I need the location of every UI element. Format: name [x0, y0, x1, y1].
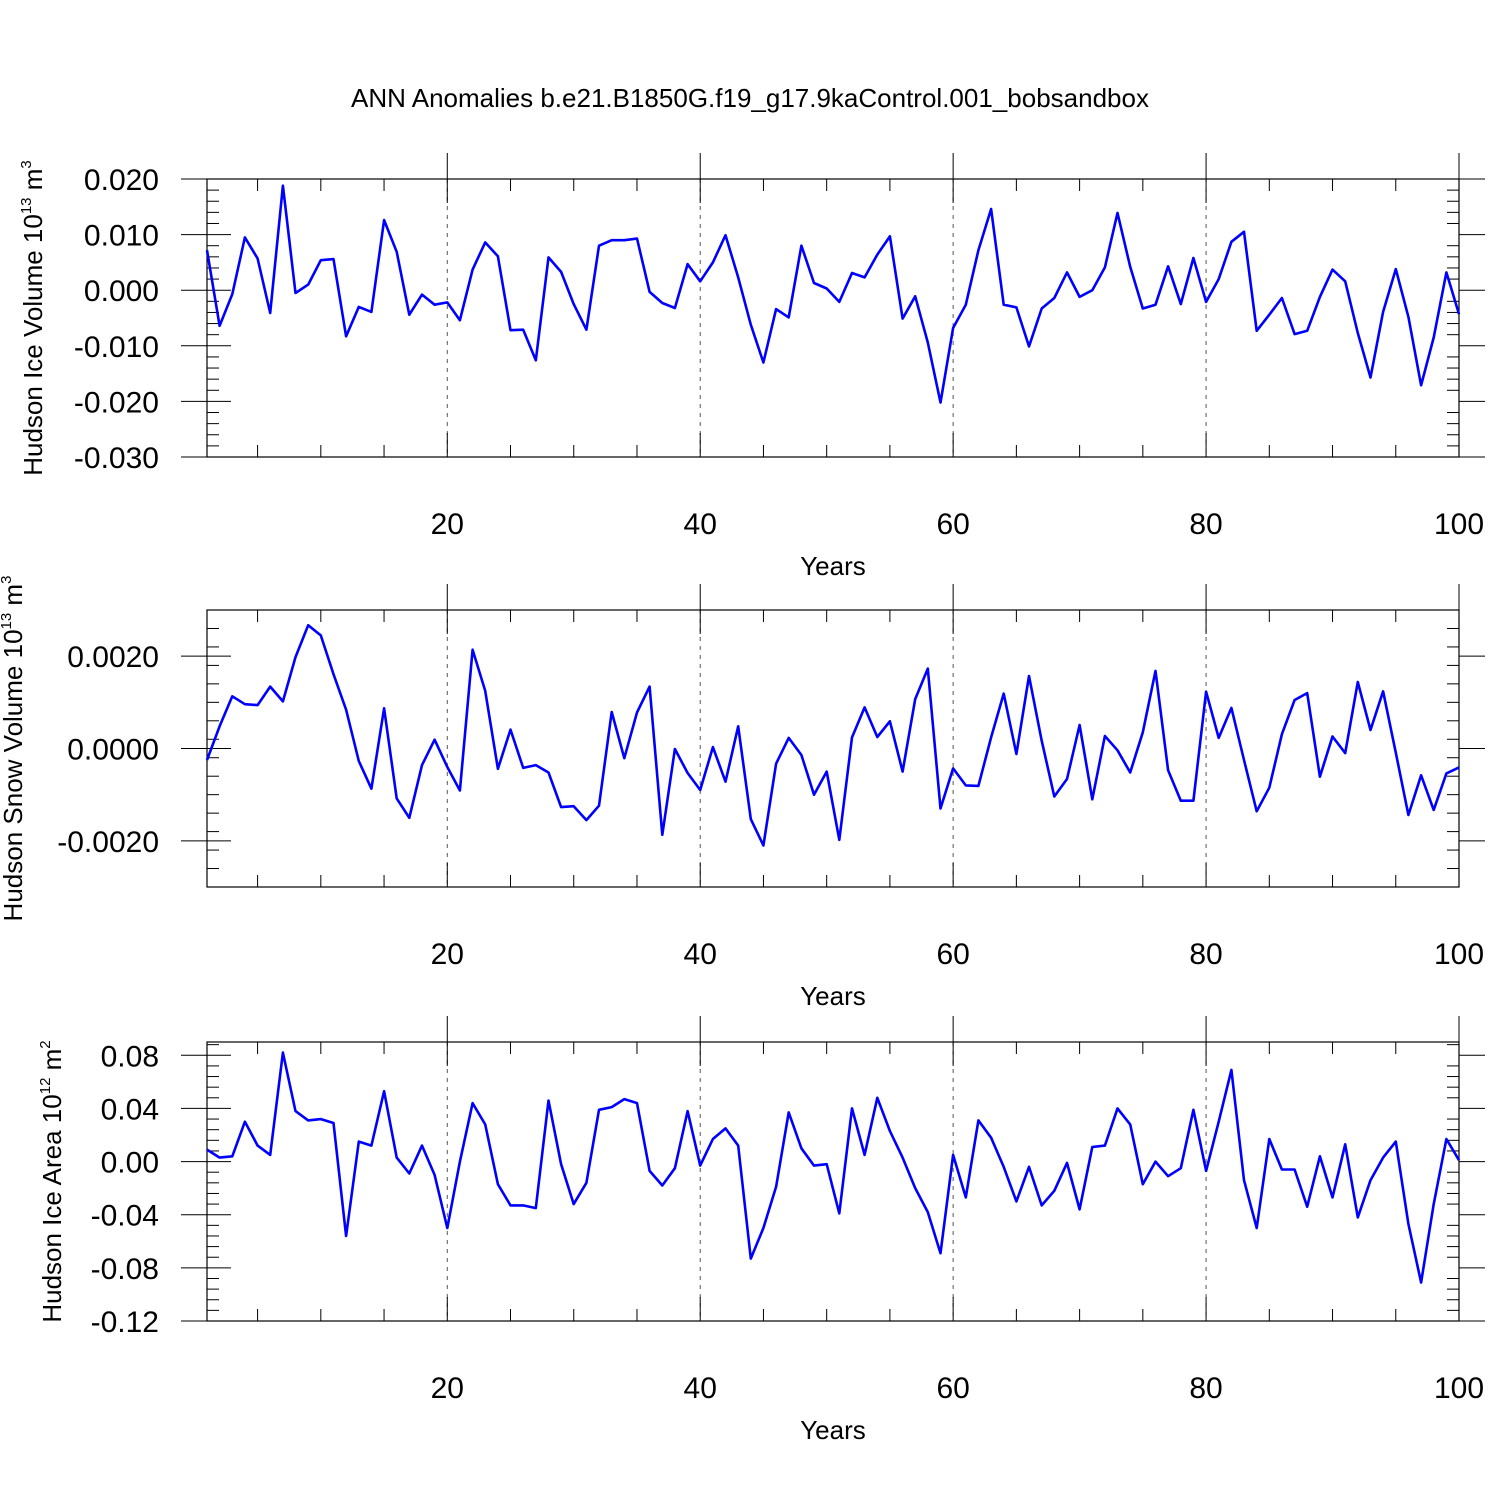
- y-tick-label: -0.030: [74, 442, 159, 475]
- x-tick-label: 60: [936, 508, 969, 541]
- x-tick-label: 100: [1434, 938, 1484, 971]
- x-tick-label: 20: [431, 938, 464, 971]
- y-tick-label: 0.0020: [67, 641, 159, 674]
- x-tick-label: 80: [1189, 938, 1222, 971]
- y-axis-label: Hudson Snow Volume 1013 m3: [0, 576, 28, 922]
- y-axis-label: Hudson Ice Area 1012 m2: [37, 1040, 67, 1322]
- x-tick-label: 100: [1434, 508, 1484, 541]
- x-tick-label: 60: [936, 1372, 969, 1405]
- x-tick-label: 80: [1189, 1372, 1222, 1405]
- plot-frame: [206, 178, 1460, 458]
- series-line-snow-volume: [205, 623, 1460, 847]
- y-tick-label: -0.010: [74, 331, 159, 364]
- plot-frame: [206, 1041, 1460, 1322]
- y-axis-label: Hudson Ice Volume 1013 m3: [18, 160, 48, 476]
- x-tick-label: 20: [431, 508, 464, 541]
- x-axis-label: Years: [800, 1415, 866, 1445]
- y-tick-label: 0.04: [101, 1093, 159, 1126]
- y-tick-label: 0.010: [84, 220, 159, 253]
- panel-snow-volume: 0.0020 0.0000 -0.0020 20 40 60 80 100 Years Hudso…: [0, 576, 1485, 1011]
- y-tick-label: -0.020: [74, 386, 159, 419]
- y-tick-label: 0.0000: [67, 734, 159, 767]
- x-tick-label: 60: [936, 938, 969, 971]
- series-line-ice-volume: [205, 184, 1461, 404]
- x-tick-label: 40: [684, 508, 717, 541]
- y-tick-label: 0.08: [101, 1040, 159, 1073]
- x-tick-label: 100: [1434, 1372, 1484, 1405]
- y-tick-label: -0.12: [91, 1306, 159, 1339]
- y-tick-label: 0.020: [84, 164, 159, 197]
- series-line-ice-area: [206, 1051, 1461, 1284]
- panel-ice-volume: 0.020 0.010 0.000 -0.010 -0.020 -0.030 20 40 60 8…: [18, 153, 1485, 581]
- y-tick-label: -0.04: [91, 1200, 159, 1233]
- x-tick-label: 20: [431, 1372, 464, 1405]
- y-tick-label: 0.00: [101, 1147, 159, 1180]
- x-tick-label: 40: [684, 1372, 717, 1405]
- x-tick-label: 80: [1189, 508, 1222, 541]
- y-tick-label: -0.08: [91, 1253, 159, 1286]
- x-axis-label: Years: [800, 551, 866, 581]
- y-tick-label: 0.000: [84, 275, 159, 308]
- figure-title: ANN Anomalies b.e21.B1850G.f19_g17.9kaCo…: [351, 83, 1149, 113]
- y-tick-label: -0.0020: [57, 826, 159, 859]
- x-axis-label: Years: [800, 981, 866, 1011]
- x-tick-label: 40: [684, 938, 717, 971]
- panel-ice-area: 0.08 0.04 0.00 -0.04 -0.08 -0.12 20 40 60 80 100 Ye…: [37, 1016, 1485, 1445]
